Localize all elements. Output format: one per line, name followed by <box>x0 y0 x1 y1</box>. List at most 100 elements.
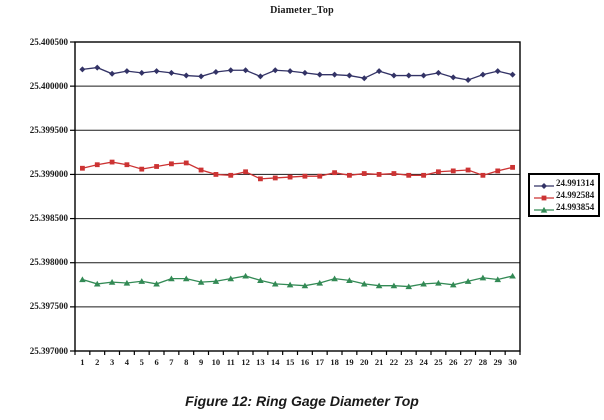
y-axis-label: 25.399500 <box>29 124 68 135</box>
diamond-marker-icon <box>361 75 368 82</box>
triangle-marker-icon <box>227 275 235 282</box>
diamond-marker-icon <box>168 69 175 76</box>
diamond-marker-icon <box>242 67 249 74</box>
x-axis-label: 15 <box>285 357 295 367</box>
legend: 24.991314 24.992584 24.993854 <box>528 173 601 217</box>
triangle-marker-icon <box>509 272 516 279</box>
square-marker-icon <box>465 167 471 173</box>
legend-label: 24.992584 <box>556 190 595 200</box>
triangle-marker-icon <box>242 272 249 279</box>
diamond-marker-icon <box>198 73 205 80</box>
square-marker-icon <box>376 172 382 177</box>
x-axis-label: 28 <box>478 357 488 367</box>
diamond-marker-icon <box>450 74 457 81</box>
square-marker-icon <box>495 168 501 174</box>
diamond-marker-icon <box>301 69 308 76</box>
square-marker-icon <box>406 172 412 178</box>
diamond-marker-icon <box>435 69 442 76</box>
x-axis-label: 6 <box>154 357 159 367</box>
x-axis-label: 25 <box>434 357 443 367</box>
square-marker-icon <box>124 162 130 168</box>
triangle-marker-icon <box>533 202 555 213</box>
square-marker-icon <box>347 172 352 178</box>
diamond-marker-icon <box>465 76 472 83</box>
triangle-marker-icon <box>479 274 487 281</box>
x-axis-label: 17 <box>315 357 325 367</box>
diamond-marker-icon <box>331 71 338 78</box>
diamond-marker-icon <box>183 72 190 79</box>
figure-caption: Figure 12: Ring Gage Diameter Top <box>185 393 419 409</box>
square-marker-icon <box>272 175 278 181</box>
x-axis-label: 1 <box>80 357 85 367</box>
legend-item-series3: 24.993854 <box>533 202 594 213</box>
square-marker-icon <box>243 169 248 175</box>
triangle-marker-icon <box>108 279 116 285</box>
x-axis-label: 14 <box>271 357 280 367</box>
square-marker-icon <box>450 168 456 174</box>
diamond-marker-icon <box>405 72 412 79</box>
x-axis-label: 26 <box>449 357 458 367</box>
diamond-marker-icon <box>479 71 486 78</box>
diamond-marker-icon <box>346 72 353 79</box>
x-axis-label: 10 <box>211 357 221 367</box>
square-marker-icon <box>139 166 145 172</box>
square-marker-icon <box>541 195 547 201</box>
x-axis-label: 20 <box>360 357 369 367</box>
square-marker-icon <box>436 169 441 175</box>
x-axis-label: 21 <box>374 357 384 367</box>
square-marker-icon <box>198 167 204 173</box>
triangle-marker-icon <box>375 282 383 289</box>
square-marker-icon <box>228 172 234 178</box>
diamond-marker-icon <box>79 66 86 73</box>
square-marker-icon <box>258 176 263 182</box>
y-axis-label: 25.400000 <box>29 80 68 91</box>
triangle-marker-icon <box>286 281 294 288</box>
x-axis-label: 29 <box>493 357 503 367</box>
square-marker-icon <box>183 160 189 166</box>
diamond-marker-icon <box>109 70 116 77</box>
x-axis-label: 8 <box>184 357 189 367</box>
triangle-marker-icon <box>182 275 190 282</box>
diamond-marker-icon <box>153 68 160 75</box>
triangle-marker-icon <box>301 282 309 289</box>
square-marker-icon <box>287 174 293 180</box>
x-axis-label: 22 <box>389 357 399 367</box>
triangle-marker-icon <box>271 280 279 287</box>
square-marker-icon <box>361 171 367 176</box>
triangle-marker-icon <box>360 280 368 287</box>
y-axis-label: 25.398000 <box>29 257 68 268</box>
square-marker-icon <box>94 162 100 168</box>
y-axis-label: 25.398500 <box>29 213 68 224</box>
square-marker-icon <box>213 172 219 177</box>
x-axis-label: 16 <box>300 357 310 367</box>
series-24.991314 <box>79 64 516 83</box>
triangle-marker-icon <box>123 279 131 286</box>
square-marker-icon <box>169 161 174 167</box>
series-24.992584 <box>80 159 515 182</box>
x-axis-label: 9 <box>198 357 204 367</box>
diamond-marker-icon <box>420 72 427 79</box>
legend-item-series1: 24.991314 <box>533 178 595 189</box>
square-marker-icon <box>332 170 337 176</box>
triangle-marker-icon <box>346 277 353 283</box>
x-axis-label: 12 <box>241 357 250 367</box>
diamond-marker-icon <box>376 68 383 75</box>
diamond-marker-icon <box>494 68 501 75</box>
diamond-marker-icon <box>287 68 294 75</box>
diamond-marker-icon <box>257 73 264 80</box>
square-marker-icon <box>154 164 159 169</box>
triangle-marker-icon <box>138 278 146 284</box>
triangle-marker-icon <box>331 275 338 282</box>
x-axis-label: 30 <box>508 357 517 367</box>
legend-item-series2: 24.992584 <box>533 190 595 201</box>
x-axis-label: 27 <box>463 357 473 367</box>
square-marker-icon <box>480 172 486 178</box>
square-marker-icon <box>302 173 308 179</box>
y-axis-label: 25.397000 <box>29 345 68 356</box>
series-line <box>82 161 513 180</box>
diamond-marker-icon <box>94 64 101 71</box>
legend-swatch-svg <box>534 183 554 189</box>
legend-label: 24.991314 <box>556 178 595 188</box>
triangle-marker-icon <box>316 279 324 286</box>
